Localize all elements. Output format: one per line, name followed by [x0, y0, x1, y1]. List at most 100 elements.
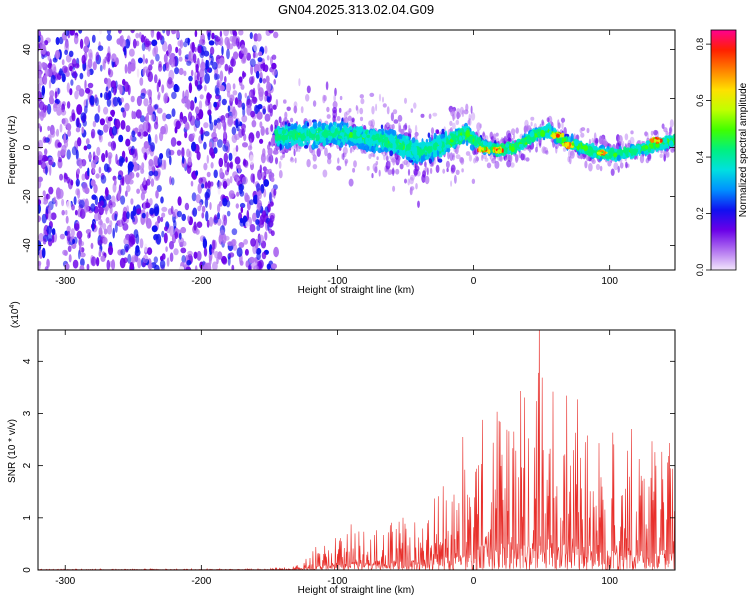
spectrogram-cell: [264, 94, 267, 102]
spectrogram-cell: [427, 132, 431, 138]
spectrogram-cell: [404, 97, 407, 104]
spectrogram-cell: [382, 103, 387, 108]
spectrogram-cell: [219, 167, 224, 179]
spectrogram-cell: [459, 106, 464, 115]
spectrogram-cell: [71, 146, 78, 156]
spectrogram-cell: [470, 112, 476, 121]
spectrogram-cell: [147, 104, 153, 115]
spectrogram-cell: [588, 152, 592, 157]
spectrogram-cell: [249, 199, 254, 206]
spectrogram-cell: [371, 105, 375, 115]
spectrogram-cell: [57, 188, 64, 199]
spectrogram-cell: [169, 155, 172, 166]
spectrogram-cell: [258, 51, 263, 57]
spectrogram-cell: [637, 148, 641, 155]
spectrogram-cell: [181, 156, 185, 164]
spectrogram-cell: [403, 124, 408, 131]
spectrogram-cell: [208, 141, 213, 148]
spectrogram-cell: [437, 137, 441, 143]
spectrogram-cell: [145, 40, 152, 46]
spectrogram-cell: [300, 136, 305, 142]
spectrogram-cell: [503, 147, 507, 152]
spectrogram-cell: [131, 130, 136, 138]
spectrogram-cell: [102, 223, 107, 230]
spectrogram-cell: [444, 130, 448, 138]
spectrogram-cell: [87, 167, 90, 177]
spectrogram-cell: [217, 121, 222, 130]
spectrogram-cell: [216, 79, 220, 89]
spectrogram-cell: [266, 55, 270, 61]
spectrogram-cell: [229, 94, 235, 102]
spectrogram-cell: [127, 64, 132, 74]
spectrogram-cell: [81, 126, 84, 134]
spectrogram-cell: [361, 144, 365, 150]
spectrogram-cell: [214, 214, 218, 221]
spectrogram-cell: [47, 210, 52, 222]
spectrogram-cell: [146, 149, 150, 155]
spectrogram-cell: [70, 79, 74, 86]
spectrogram-cell: [100, 92, 103, 98]
spectrogram-cell: [227, 241, 234, 247]
spectrogram-cell: [424, 175, 430, 185]
spectrogram-cell: [61, 209, 65, 216]
spectrogram-cell: [67, 129, 72, 137]
spectrogram-cell: [262, 78, 267, 84]
spectrogram-cell: [124, 63, 128, 74]
spectrogram-cell: [375, 133, 380, 138]
spectrogram-cell: [219, 85, 225, 92]
spectrogram-cell: [378, 169, 381, 177]
spectrogram-cell: [48, 159, 53, 166]
spectrogram-cell: [64, 41, 70, 53]
spectrogram-cell: [160, 196, 164, 204]
spectrogram-cell: [143, 184, 148, 191]
spectrogram-cell: [499, 155, 503, 162]
spectrogram-cell: [184, 102, 190, 108]
spectrogram-cell: [132, 38, 137, 49]
spectrogram-cell: [268, 30, 274, 34]
spectrogram-cell: [255, 70, 260, 79]
spectrogram-cell: [65, 209, 68, 216]
spectrogram-cell: [184, 131, 188, 139]
spectrogram-cell: [417, 200, 420, 208]
spectrogram-cell: [286, 106, 291, 112]
spectrogram-cell: [190, 69, 194, 77]
spectrogram-cell: [299, 126, 304, 132]
spectrogram-cell: [268, 172, 274, 180]
spectrogram-cell: [136, 188, 141, 194]
spectrogram-cell: [146, 89, 152, 96]
spectrogram-cell: [321, 123, 325, 130]
spectrogram-cell: [569, 155, 572, 165]
spectrogram-cell: [306, 129, 309, 137]
spectrogram-cell: [38, 199, 42, 205]
spectrogram-cell: [112, 142, 116, 149]
spectrogram-cell: [289, 157, 295, 163]
spectrogram-cell: [180, 226, 187, 234]
spectrogram-cell: [78, 160, 83, 169]
spectrogram-cell: [567, 156, 570, 163]
spectrogram-cell: [112, 227, 115, 239]
spectrogram-cell: [443, 136, 447, 144]
spectrogram-cell: [450, 164, 456, 173]
spectrogram-cell: [143, 152, 148, 160]
spectrogram-cell: [665, 130, 669, 136]
spectrogram-cell: [117, 96, 121, 103]
spectrogram-cell: [239, 202, 246, 209]
spectrogram-cell: [118, 134, 124, 143]
spectrogram-cell: [123, 46, 127, 56]
spectrogram-cell: [584, 160, 588, 169]
spectrogram-cell: [69, 88, 73, 96]
spectrogram-cell: [226, 210, 231, 217]
spectrogram-cell: [262, 108, 266, 115]
spectrogram-cell: [108, 155, 112, 165]
spectrogram-cell: [189, 100, 195, 111]
spectrogram-cell: [639, 154, 645, 164]
spectrogram-cell: [312, 154, 317, 162]
spectrogram-cell: [100, 174, 107, 184]
spectrogram-cell: [82, 119, 87, 127]
spectrogram-cell: [67, 245, 72, 252]
spectrogram-cell: [471, 178, 476, 184]
spectrogram-cell: [295, 131, 299, 139]
spectrogram-cell: [223, 130, 227, 141]
spectrogram-cell: [39, 40, 46, 51]
spectrogram-cell: [131, 110, 134, 120]
